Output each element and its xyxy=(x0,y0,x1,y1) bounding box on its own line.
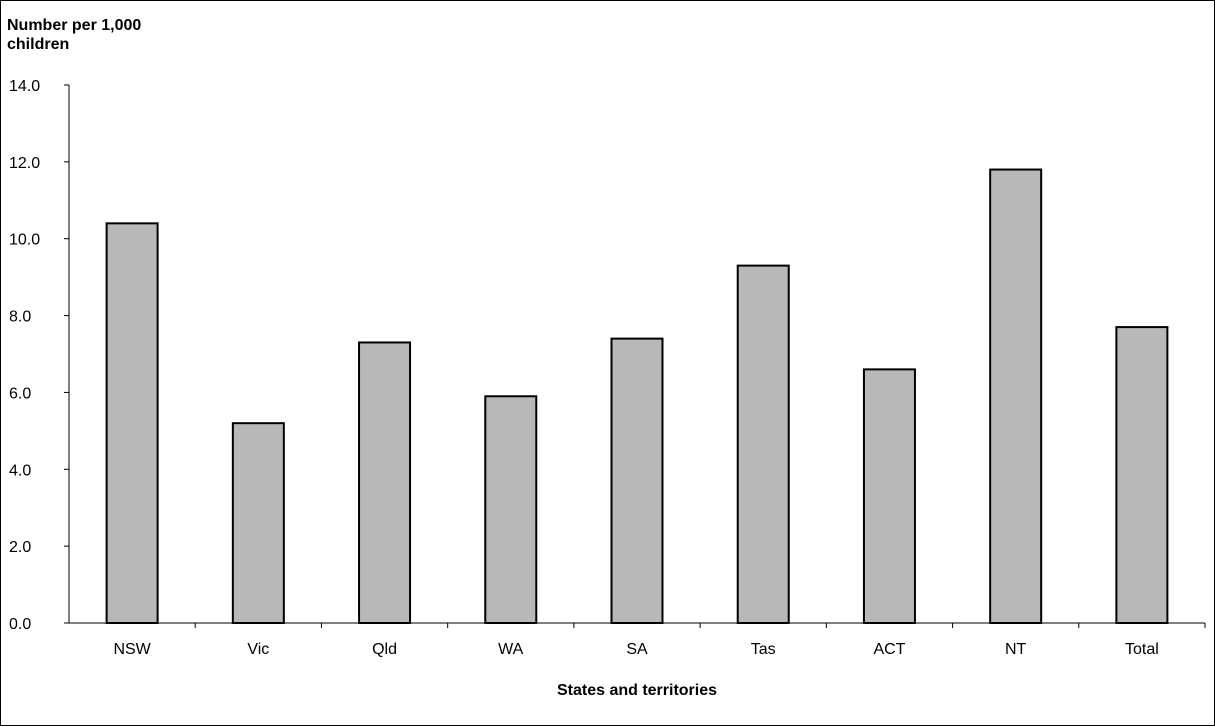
bar-nt xyxy=(989,168,1043,625)
y-tick-label: 10.0 xyxy=(9,232,40,249)
bar-tas xyxy=(736,264,790,624)
y-tick-label: 0.0 xyxy=(9,616,31,633)
x-tick-label-nsw: NSW xyxy=(113,641,151,658)
x-tick-label-nt: NT xyxy=(1005,641,1027,658)
x-tick-label-total: Total xyxy=(1125,641,1159,658)
y-tick-label: 14.0 xyxy=(9,78,40,95)
bar-qld xyxy=(358,341,412,624)
bar-nsw xyxy=(105,222,159,624)
bar-act xyxy=(862,368,916,624)
y-axis-label: Number per 1,000 children xyxy=(7,16,247,54)
x-tick-label-qld: Qld xyxy=(372,641,397,658)
bar-vic xyxy=(231,422,285,624)
x-tick-label-wa: WA xyxy=(498,641,524,658)
y-ticks: 0.0 2.0 4.0 6.0 8.0 10.0 12.0 14.0 xyxy=(9,78,69,633)
y-axis-label-line-2: children xyxy=(7,36,70,53)
x-tick-label-tas: Tas xyxy=(751,641,776,658)
axes xyxy=(68,85,1205,624)
bar-sa xyxy=(610,337,664,624)
bar-wa xyxy=(484,395,538,624)
x-tick-label-sa: SA xyxy=(626,641,648,658)
x-tick-label-vic: Vic xyxy=(247,641,269,658)
x-axis-title: States and territories xyxy=(557,682,717,699)
bars xyxy=(105,168,1169,625)
bar-total xyxy=(1115,326,1169,624)
y-tick-label: 12.0 xyxy=(9,155,40,172)
y-tick-label: 6.0 xyxy=(9,385,31,402)
y-tick-label: 2.0 xyxy=(9,539,31,556)
x-ticks: NSW Vic Qld WA SA Tas ACT NT Total xyxy=(113,623,1206,658)
x-tick-label-act: ACT xyxy=(873,641,905,658)
y-axis-label-line-1: Number per 1,000 xyxy=(7,17,142,34)
y-tick-label: 8.0 xyxy=(9,309,31,326)
y-tick-label: 4.0 xyxy=(9,462,31,479)
